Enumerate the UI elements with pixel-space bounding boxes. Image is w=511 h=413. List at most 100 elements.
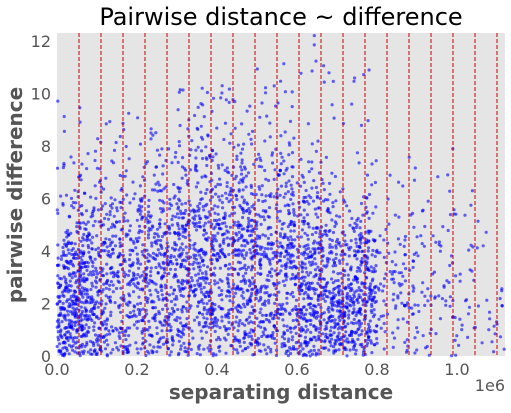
data-point	[180, 282, 184, 286]
data-point	[101, 322, 105, 326]
data-point	[338, 190, 342, 194]
data-point	[257, 185, 261, 189]
data-point	[264, 313, 268, 317]
data-point	[172, 255, 176, 259]
data-point	[228, 214, 232, 218]
data-point	[144, 280, 149, 284]
data-point	[265, 114, 269, 118]
data-point	[65, 242, 69, 246]
data-point	[79, 178, 83, 182]
data-point	[184, 306, 188, 311]
data-point	[290, 238, 294, 242]
data-point	[415, 348, 419, 352]
data-point	[339, 253, 343, 257]
data-point	[167, 322, 171, 326]
data-point	[137, 319, 141, 323]
data-point	[355, 223, 359, 227]
data-point	[200, 336, 204, 340]
data-point	[227, 308, 231, 312]
data-point	[343, 339, 347, 343]
data-point	[205, 238, 209, 242]
data-point	[138, 308, 143, 312]
data-point	[305, 199, 309, 204]
data-point	[260, 101, 264, 105]
data-point	[118, 173, 122, 178]
data-point	[105, 282, 109, 286]
data-point	[150, 333, 154, 338]
data-point	[169, 299, 174, 304]
data-point	[146, 233, 151, 237]
data-point	[128, 201, 132, 205]
data-point	[163, 251, 167, 255]
data-point	[66, 338, 70, 343]
data-point	[65, 330, 69, 334]
data-point	[333, 325, 337, 329]
data-point	[150, 224, 154, 228]
data-point	[349, 267, 353, 271]
data-point	[309, 254, 313, 258]
data-point	[224, 351, 228, 355]
data-point	[318, 276, 322, 280]
data-point	[273, 313, 277, 317]
data-point	[95, 340, 99, 344]
data-point	[359, 231, 363, 236]
data-point	[216, 231, 220, 235]
data-point	[345, 291, 350, 296]
data-point	[331, 308, 335, 312]
data-point	[72, 161, 76, 165]
data-point	[275, 239, 279, 243]
data-point	[70, 204, 74, 208]
data-point	[160, 210, 164, 214]
data-point	[196, 304, 200, 308]
data-point	[317, 251, 321, 255]
data-point	[298, 349, 303, 353]
data-point	[278, 219, 282, 223]
data-point	[202, 324, 206, 328]
data-point	[242, 198, 246, 202]
data-point	[61, 203, 65, 207]
data-point	[149, 131, 153, 135]
data-point	[397, 215, 401, 219]
data-point	[201, 259, 205, 263]
data-point	[275, 192, 279, 196]
data-point	[238, 261, 242, 265]
data-point	[365, 210, 369, 214]
data-point	[345, 262, 349, 266]
data-point	[298, 205, 302, 209]
data-point	[196, 145, 200, 149]
data-point	[135, 347, 139, 351]
data-point	[302, 216, 306, 220]
data-point	[101, 223, 106, 227]
data-point	[213, 237, 217, 241]
data-point	[246, 302, 250, 306]
data-point	[282, 324, 286, 328]
data-point	[64, 253, 68, 257]
data-point	[114, 220, 119, 224]
data-point	[257, 349, 261, 353]
data-point	[200, 247, 204, 251]
data-point	[152, 316, 156, 320]
y-tick-label: 6	[41, 189, 51, 208]
data-point	[312, 275, 316, 279]
data-point	[336, 327, 340, 331]
data-point	[159, 238, 163, 243]
data-point	[310, 297, 314, 301]
data-point	[354, 352, 358, 356]
data-point	[119, 327, 123, 331]
data-point	[236, 351, 240, 355]
data-point	[69, 326, 73, 330]
data-point	[118, 134, 122, 139]
data-point	[105, 279, 109, 283]
data-point	[156, 248, 160, 252]
data-point	[235, 338, 239, 342]
y-tick-label: 4	[41, 242, 51, 261]
data-point	[159, 321, 163, 325]
data-point	[182, 265, 186, 269]
data-point	[326, 307, 330, 312]
data-point	[240, 147, 245, 151]
data-point	[368, 291, 372, 295]
data-point	[169, 267, 173, 271]
data-point	[176, 108, 180, 112]
data-point	[200, 271, 205, 275]
data-point	[107, 249, 111, 254]
